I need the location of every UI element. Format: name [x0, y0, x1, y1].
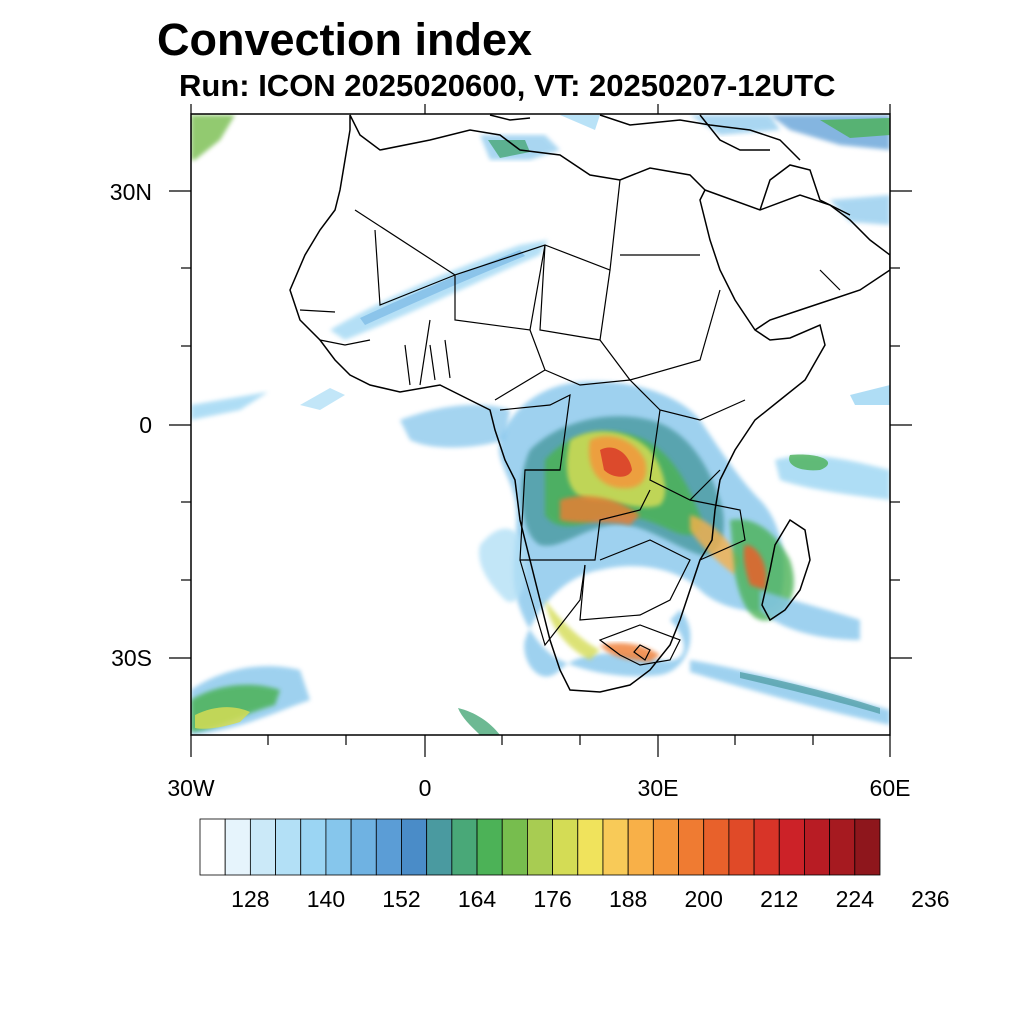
- lat-label-30n: 30N: [109, 179, 152, 205]
- colorbar-swatch: [728, 818, 755, 876]
- colorbar: [199, 818, 881, 876]
- country-borders: [299, 179, 841, 666]
- lat-label-0: 0: [139, 412, 152, 438]
- colorbar-swatch: [476, 818, 503, 876]
- colorbar-swatch: [527, 818, 553, 876]
- lon-label-30w: 30W: [167, 775, 215, 801]
- convection-field: [191, 115, 890, 735]
- colorbar-swatch: [249, 818, 276, 876]
- colorbar-swatch: [401, 818, 428, 876]
- colorbar-swatch: [325, 818, 352, 876]
- colorbar-tick-label: 152: [382, 886, 421, 912]
- colorbar-swatch: [224, 818, 251, 876]
- colorbar-tick-label: 140: [306, 886, 346, 912]
- colorbar-tick-label: 164: [457, 886, 497, 912]
- colorbar-swatch: [375, 818, 402, 876]
- lon-label-0: 0: [418, 775, 432, 801]
- colorbar-swatch: [451, 818, 478, 876]
- colorbar-swatch: [501, 818, 528, 876]
- lon-label-30e: 30E: [637, 775, 679, 801]
- colorbar-swatch: [602, 818, 629, 876]
- colorbar-swatch: [829, 818, 856, 876]
- colorbar-swatch: [199, 818, 226, 876]
- colorbar-swatch: [552, 818, 579, 876]
- colorbar-tick-label: 224: [835, 886, 874, 912]
- colorbar-swatch: [300, 818, 327, 876]
- colorbar-swatch: [854, 818, 881, 876]
- colorbar-swatch: [703, 818, 730, 876]
- colorbar-swatch: [652, 818, 679, 876]
- map-title: Convection index: [157, 14, 533, 65]
- coastlines: [289, 114, 890, 693]
- colorbar-swatch: [778, 818, 805, 876]
- colorbar-swatch: [577, 818, 604, 876]
- colorbar-swatch: [350, 818, 377, 876]
- map-subtitle: Run: ICON 2025020600, VT: 20250207-12UTC: [179, 68, 836, 103]
- colorbar-swatch: [678, 818, 705, 876]
- colorbar-swatch: [426, 818, 453, 876]
- lat-label-30s: 30S: [111, 645, 152, 671]
- colorbar-tick-label: 212: [760, 886, 799, 912]
- colorbar-tick-label: 200: [684, 886, 723, 912]
- colorbar-swatch: [804, 818, 831, 876]
- colorbar-tick-label: 128: [231, 886, 270, 912]
- lon-label-60e: 60E: [869, 775, 911, 801]
- colorbar-tick-label: 188: [608, 886, 648, 912]
- colorbar-tick-label: 236: [911, 886, 950, 912]
- colorbar-swatch: [275, 818, 302, 876]
- colorbar-swatch: [753, 818, 780, 876]
- colorbar-tick-label: 176: [533, 886, 572, 912]
- colorbar-swatch: [627, 818, 654, 876]
- axis-ticks: [169, 104, 912, 757]
